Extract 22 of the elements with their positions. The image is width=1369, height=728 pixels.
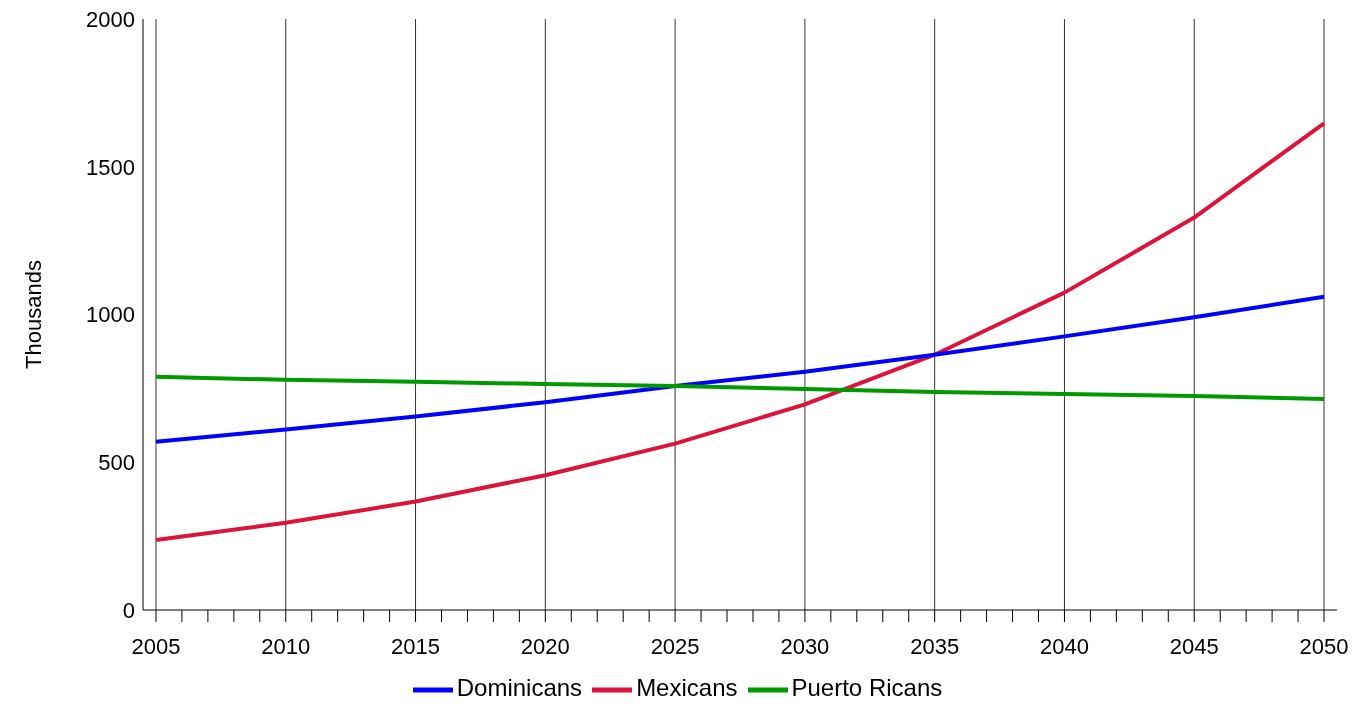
x-tick-label: 2025 — [650, 633, 700, 659]
x-tick-label: 2010 — [261, 633, 311, 659]
x-tick-label: 2045 — [1169, 633, 1219, 659]
x-tick-label: 2040 — [1039, 633, 1089, 659]
x-tick-label: 2005 — [131, 633, 181, 659]
y-axis-title: Thousands — [20, 260, 46, 369]
legend-label: Puerto Ricans — [791, 674, 943, 702]
x-tick-label: 2020 — [520, 633, 570, 659]
y-tick-label: 1500 — [86, 154, 135, 180]
line-series — [153, 121, 1327, 542]
line-series — [153, 374, 1327, 402]
x-tick-label: 2015 — [391, 633, 441, 659]
legend-label: Dominicans — [456, 674, 583, 702]
y-tick-label: 500 — [98, 450, 135, 476]
x-tick-label: 2030 — [780, 633, 830, 659]
x-tick-label: 2050 — [1299, 633, 1349, 659]
y-tick-label: 1000 — [86, 302, 135, 328]
x-tick-label: 2035 — [910, 633, 960, 659]
legend-label: Mexicans — [636, 674, 738, 702]
y-tick-label: 2000 — [86, 6, 135, 32]
y-tick-label: 0 — [122, 597, 135, 623]
line-series — [153, 294, 1327, 444]
